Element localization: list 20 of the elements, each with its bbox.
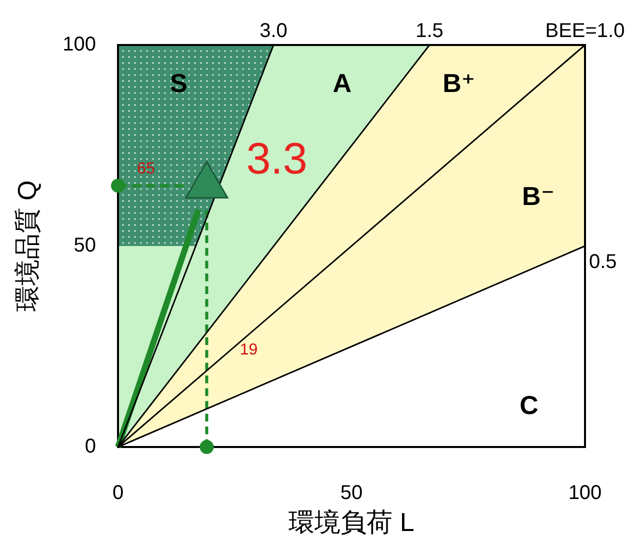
y-axis-title: 環境品質 Q [12,180,42,312]
annotation: B⁺ [442,68,476,98]
y-tick-label: 0 [84,435,96,458]
y-tick-label: 100 [62,33,96,56]
x-tick-label: 50 [340,482,363,504]
x-tick-label: 100 [568,482,602,504]
series-label: 1.5 [416,20,444,42]
annotation: A [332,68,352,98]
x-axis-title: 環境負荷 L [288,507,414,537]
series-label: BEE=1.0 [545,20,625,42]
annotation: 3.3 [246,134,308,184]
y-tick-label: 50 [74,234,96,256]
annotation: 65 [137,160,156,178]
annotation: S [170,68,188,98]
annotation: B⁻ [522,180,555,211]
x-tick-label: 0 [112,482,124,504]
series-label: 0.5 [589,251,617,273]
annotation: 19 [240,342,258,359]
annotation: C [520,390,539,420]
series-label: 3.0 [260,20,288,42]
